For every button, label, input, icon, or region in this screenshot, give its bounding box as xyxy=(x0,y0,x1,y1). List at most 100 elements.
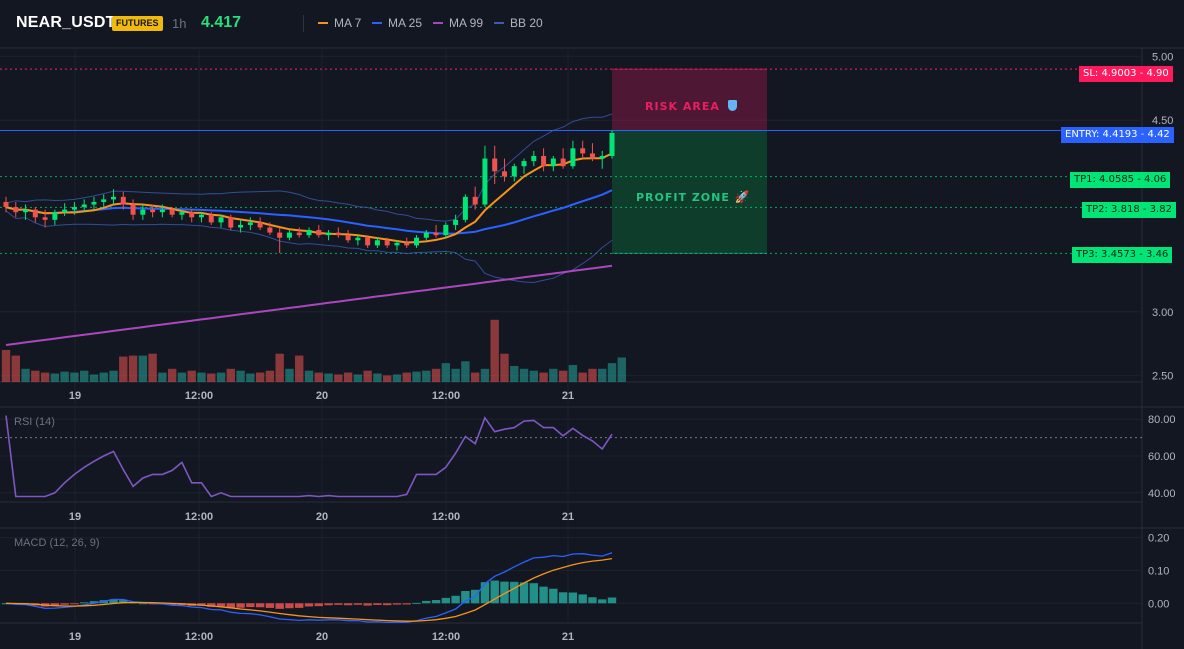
volume-bar xyxy=(382,375,392,382)
legend-ma99[interactable]: MA 99 xyxy=(433,16,483,30)
candle-body xyxy=(62,209,68,213)
candle-body xyxy=(140,209,146,215)
candle-body xyxy=(52,212,58,220)
legend-ma25[interactable]: MA 25 xyxy=(372,16,422,30)
volume-bar xyxy=(119,356,128,382)
candle-body xyxy=(365,237,371,246)
macd-histogram-bar xyxy=(519,582,529,604)
ma99-swatch xyxy=(433,22,443,24)
legend-ma25-label: MA 25 xyxy=(388,16,423,30)
candle-body xyxy=(599,155,605,159)
macd-tick-label: 0.00 xyxy=(1148,598,1169,610)
volume-bar xyxy=(461,361,470,382)
time-label: 21 xyxy=(562,390,574,402)
volume-bar xyxy=(422,370,431,382)
tp3-value: 3.46 xyxy=(1146,249,1169,260)
macd-histogram-bar xyxy=(412,602,421,604)
candle-body xyxy=(208,214,214,223)
bb-upper-line xyxy=(5,113,613,222)
tp2-label: TP2: 3.818 xyxy=(1086,204,1140,215)
volume-bar xyxy=(216,372,226,382)
tp3-price-tag: TP3: 3.4573 - 3.46 xyxy=(1072,247,1173,263)
legend-bb20-label: BB 20 xyxy=(510,16,543,30)
tp2-separator: - xyxy=(1142,204,1147,215)
entry-label: ENTRY: 4.4193 xyxy=(1065,129,1138,140)
macd-histogram-bar xyxy=(285,603,294,609)
candle-body xyxy=(32,209,38,218)
candle-body xyxy=(326,232,332,236)
candle-body xyxy=(189,212,195,218)
macd-histogram-bar xyxy=(314,603,323,607)
risk-area-zone xyxy=(612,69,767,131)
candle-body xyxy=(71,207,77,210)
rsi-tick-label: 80.00 xyxy=(1148,414,1176,426)
tp3-label: TP3: 3.4573 xyxy=(1076,249,1137,260)
candle-body xyxy=(511,166,517,177)
price-tick-label: 3.00 xyxy=(1152,307,1173,319)
macd-histogram-bar xyxy=(304,603,314,607)
candle-body xyxy=(443,224,449,236)
candle-body xyxy=(257,222,263,228)
volume-bar xyxy=(314,372,323,382)
timeframe-label[interactable]: 1h xyxy=(172,16,187,31)
macd-histogram-bar xyxy=(578,594,587,604)
volume-bar xyxy=(568,365,578,382)
sl-price-tag: SL: 4.9003 - 4.90 xyxy=(1079,66,1173,82)
candle-body xyxy=(433,232,439,236)
ma99-line xyxy=(5,264,613,346)
volume-bar xyxy=(451,368,460,382)
candle-body xyxy=(247,222,253,225)
volume-bar xyxy=(265,370,275,382)
volume-bar xyxy=(31,370,40,382)
volume-bar xyxy=(343,372,353,382)
macd-tick-label: 0.10 xyxy=(1148,565,1169,577)
volume-bar xyxy=(607,363,617,382)
candle-body xyxy=(169,209,175,215)
macd-histogram-bar xyxy=(50,603,60,606)
tp2-price-tag: TP2: 3.818 - 3.82 xyxy=(1082,202,1176,218)
macd-histogram-bar xyxy=(246,603,255,608)
candle-body xyxy=(374,240,380,246)
volume-bar xyxy=(441,363,451,382)
candle-body xyxy=(384,240,390,246)
volume-bar xyxy=(295,355,304,382)
risk-area-label: RISK AREA xyxy=(645,100,737,113)
volume-bar xyxy=(470,372,480,382)
volume-bar xyxy=(109,370,118,382)
symbol-name[interactable]: NEAR_USDT xyxy=(16,14,116,31)
candle-body xyxy=(335,232,341,236)
candle-body xyxy=(130,204,136,215)
volume-bar xyxy=(588,368,597,382)
bb-lower-line xyxy=(5,210,613,284)
volume-bar xyxy=(89,374,99,382)
candle-body xyxy=(453,219,459,225)
volume-bar xyxy=(549,368,558,382)
ma25-swatch xyxy=(372,22,382,24)
candle-body xyxy=(482,158,488,205)
macd-histogram-bar xyxy=(334,603,343,605)
time-label: 20 xyxy=(316,511,328,523)
macd-histogram-bar xyxy=(588,597,597,604)
profit-zone-label: PROFIT ZONE 🚀 xyxy=(636,190,751,204)
macd-histogram-bar xyxy=(392,603,402,605)
volume-bar xyxy=(304,370,314,382)
legend-ma99-label: MA 99 xyxy=(449,16,484,30)
volume-bar xyxy=(255,372,265,382)
time-label: 20 xyxy=(316,390,328,402)
candle-body xyxy=(286,232,292,238)
volume-bar xyxy=(285,368,294,382)
macd-histogram-bar xyxy=(275,603,284,609)
legend-bb20[interactable]: BB 20 xyxy=(494,16,543,30)
candle-body xyxy=(159,209,165,213)
volume-bar xyxy=(187,370,196,382)
candle-body xyxy=(580,148,586,154)
legend-ma7[interactable]: MA 7 xyxy=(318,16,361,30)
profit-zone xyxy=(612,130,767,254)
macd-histogram-bar xyxy=(480,582,490,604)
macd-histogram-bar xyxy=(70,603,79,605)
ma25-line xyxy=(5,189,613,235)
macd-histogram-bar xyxy=(295,603,304,608)
entry-price-tag: ENTRY: 4.4193 - 4.42 xyxy=(1061,127,1174,143)
volume-bar xyxy=(167,368,177,382)
